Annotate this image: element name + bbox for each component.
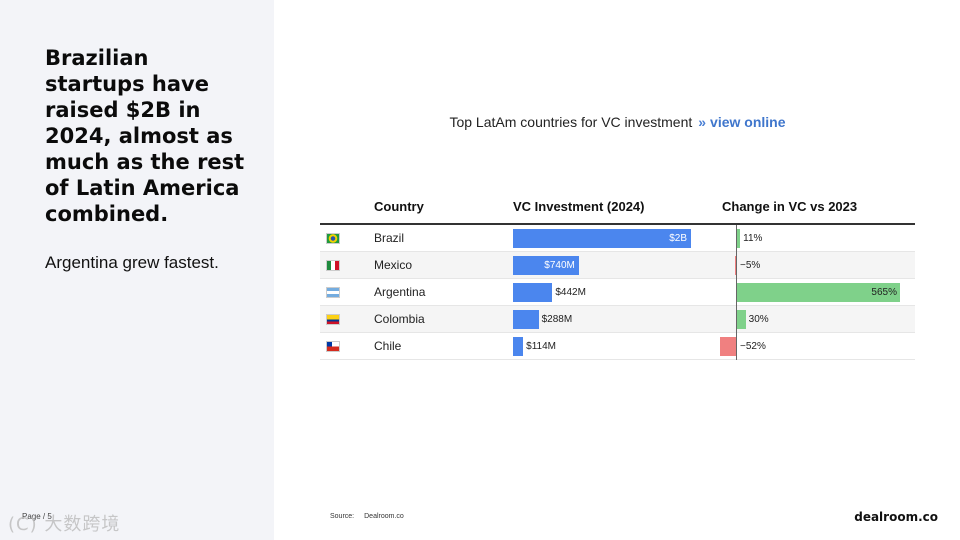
investment-bar xyxy=(513,283,553,302)
source-note: Source: Dealroom.co xyxy=(330,513,404,520)
source-label: Source: xyxy=(330,513,355,520)
change-label: −5% xyxy=(740,260,761,271)
table-row: Brazil $2B 11% xyxy=(320,225,915,252)
source-value: Dealroom.co xyxy=(364,513,404,520)
country-name: Mexico xyxy=(374,258,413,272)
table-row: Argentina $442M 565% xyxy=(320,279,915,306)
argentina-flag-icon xyxy=(326,287,340,298)
page-number: Page / 5 xyxy=(22,512,52,521)
chart-title-row: Top LatAm countries for VC investment » vi… xyxy=(320,114,915,130)
slide-headline: Brazilian startups have raised $2B in 20… xyxy=(45,46,245,226)
change-label: 565% xyxy=(871,287,897,298)
brand-logo: dealroom.co xyxy=(854,510,938,524)
investment-bar xyxy=(513,337,524,356)
table-row: Chile $114M −52% xyxy=(320,333,915,360)
slide-subhead: Argentina grew fastest. xyxy=(45,253,219,272)
investment-bar xyxy=(513,256,579,275)
chart-title: Top LatAm countries for VC investment xyxy=(449,114,693,130)
investment-bar xyxy=(513,229,691,248)
chevron-right-icon: » xyxy=(698,114,707,130)
country-name: Brazil xyxy=(374,231,405,245)
table-row: Colombia $288M 30% xyxy=(320,306,915,333)
investment-label: $442M xyxy=(555,287,586,298)
column-header-change: Change in VC vs 2023 xyxy=(722,199,858,214)
table-row: Mexico $740M −5% xyxy=(320,252,915,279)
left-panel xyxy=(0,0,274,540)
change-bar xyxy=(737,229,741,248)
watermark-logo: (C) 大数跨境 xyxy=(8,514,121,535)
investment-label: $288M xyxy=(541,314,573,325)
chile-flag-icon xyxy=(326,341,340,352)
country-name: Colombia xyxy=(374,312,425,326)
investment-label: $2B xyxy=(669,233,687,244)
country-name: Chile xyxy=(374,339,402,353)
column-header-country: Country xyxy=(374,199,424,214)
investment-label: $740M xyxy=(544,260,575,271)
change-zero-line xyxy=(736,225,737,360)
header-divider xyxy=(320,223,915,225)
column-header-investment: VC Investment (2024) xyxy=(513,199,645,214)
investment-label: $114M xyxy=(526,341,556,352)
change-label: 11% xyxy=(743,233,763,244)
investment-bar xyxy=(513,310,539,329)
brazil-flag-icon xyxy=(326,233,340,244)
change-label: −52% xyxy=(740,341,766,352)
change-bar xyxy=(737,283,900,302)
change-bar xyxy=(720,337,737,356)
change-label: 30% xyxy=(748,314,769,325)
change-bar xyxy=(737,310,746,329)
mexico-flag-icon xyxy=(326,260,340,271)
colombia-flag-icon xyxy=(326,314,340,325)
country-name: Argentina xyxy=(374,285,426,299)
view-online-link[interactable]: view online xyxy=(710,114,786,130)
